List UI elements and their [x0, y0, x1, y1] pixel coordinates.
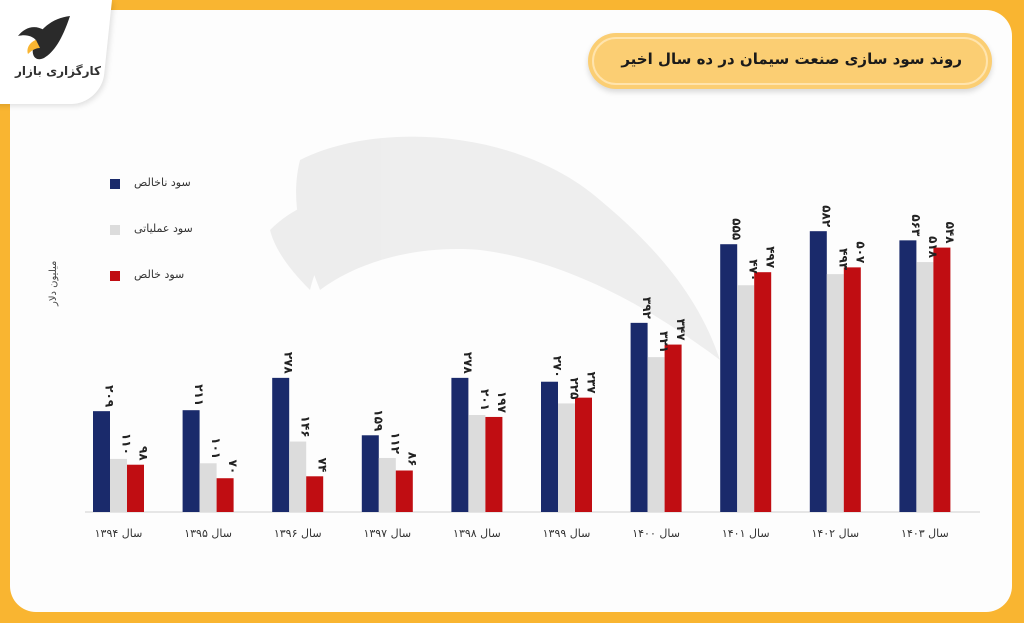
chart-title: روند سود سازی صنعت سیمان در ده سال اخیر — [621, 50, 962, 68]
value-label-operating-1: ۱۱۰ — [120, 433, 134, 455]
logo-text: کارگزاری بازار — [15, 64, 101, 78]
bar-net-1 — [127, 464, 144, 512]
value-label-operating-4: ۱۱۲ — [388, 432, 402, 455]
legend-item-net: سود خالص — [110, 268, 230, 284]
value-label-net-9: ۵۰۷ — [853, 241, 867, 264]
value-label-operating-5: ۲۰۱ — [478, 389, 492, 411]
bar-operating-7 — [647, 357, 665, 512]
value-label-gross-5: ۲۷۸ — [461, 352, 475, 375]
x-tick-label-7: سال ۱۴۰۰ — [632, 527, 680, 540]
value-label-gross-7: ۳۹۲ — [640, 297, 654, 320]
bar-gross-9 — [809, 231, 827, 512]
value-label-operating-8: ۴۷۰ — [747, 259, 761, 281]
x-tick-label-1: سال ۱۳۹۴ — [95, 527, 143, 540]
bar-operating-9 — [826, 274, 844, 512]
value-label-net-10: ۵۴۸ — [943, 222, 957, 245]
bar-operating-8 — [737, 285, 755, 512]
bar-net-4 — [395, 470, 413, 512]
bar-operating-5 — [468, 415, 486, 512]
value-label-gross-4: ۱۵۹ — [371, 409, 385, 432]
bar-net-8 — [754, 272, 772, 512]
bar-gross-2 — [182, 410, 200, 512]
value-label-net-4: ۸۶ — [405, 452, 419, 467]
bar-net-10 — [933, 247, 951, 512]
value-label-gross-8: ۵۵۵ — [730, 218, 744, 240]
value-label-gross-1: ۲۰۹ — [103, 385, 117, 408]
legend-swatch-net — [110, 271, 120, 281]
legend-swatch-operating — [110, 225, 120, 235]
bar-gross-6 — [541, 381, 558, 512]
value-label-operating-6: ۲۲۵ — [568, 377, 582, 399]
legend-item-operating: سود عملیاتی — [110, 222, 230, 238]
x-tick-label-10: سال ۱۴۰۳ — [901, 527, 949, 540]
bar-gross-10 — [899, 240, 917, 513]
value-label-net-5: ۱۹۷ — [495, 391, 509, 414]
bar-operating-4 — [378, 457, 396, 512]
bar-operating-3 — [289, 441, 307, 512]
bar-net-2 — [216, 478, 234, 512]
bar-gross-8 — [720, 244, 738, 512]
logo: کارگزاری بازار — [0, 0, 112, 104]
x-tick-label-8: سال ۱۴۰۱ — [722, 527, 770, 540]
legend-swatch-gross — [110, 179, 120, 189]
legend-label-net: سود خالص — [134, 268, 185, 281]
bar-gross-4 — [361, 435, 379, 512]
legend-label-operating: سود عملیاتی — [134, 222, 193, 235]
bar-net-6 — [575, 397, 592, 512]
value-label-gross-2: ۲۱۱ — [192, 384, 206, 406]
value-label-gross-6: ۲۷۰ — [551, 356, 565, 378]
value-label-net-8: ۴۹۷ — [764, 246, 778, 269]
bar-operating-10 — [916, 262, 934, 512]
value-label-operating-2: ۱۰۱ — [209, 437, 223, 459]
bar-operating-2 — [199, 463, 217, 512]
bar-net-5 — [485, 416, 503, 512]
bar-gross-7 — [630, 322, 648, 512]
value-label-gross-10: ۵۶۳ — [909, 214, 923, 237]
bar-gross-1 — [93, 411, 110, 512]
x-tick-label-5: سال ۱۳۹۸ — [453, 527, 501, 540]
bar-operating-6 — [558, 403, 575, 512]
bar-net-9 — [843, 267, 861, 512]
value-label-gross-9: ۵۸۲ — [819, 205, 833, 228]
watermark — [270, 136, 720, 360]
bar-net-7 — [664, 344, 682, 512]
x-tick-label-6: سال ۱۳۹۹ — [543, 527, 591, 540]
value-label-net-3: ۷۴ — [316, 458, 330, 473]
x-tick-label-2: سال ۱۳۹۵ — [184, 527, 232, 540]
value-label-operating-10: ۵۱۸ — [926, 236, 940, 259]
value-label-net-1: ۹۸ — [137, 446, 151, 461]
bar-gross-3 — [272, 377, 290, 512]
value-label-net-7: ۳۴۷ — [674, 319, 688, 342]
x-tick-label-4: سال ۱۳۹۷ — [363, 527, 411, 540]
legend-label-gross: سود ناخالص — [134, 176, 191, 189]
eagle-logo-icon — [18, 16, 70, 60]
legend-item-gross: سود ناخالص — [110, 176, 230, 192]
x-tick-label-3: سال ۱۳۹۶ — [274, 527, 322, 540]
value-label-gross-3: ۲۷۸ — [282, 352, 296, 375]
value-label-net-6: ۲۳۷ — [585, 372, 599, 395]
bar-net-3 — [306, 476, 324, 512]
title-banner: روند سود سازی صنعت سیمان در ده سال اخیر — [588, 33, 992, 89]
bar-gross-5 — [451, 377, 469, 512]
value-label-net-2: ۷۰ — [226, 460, 240, 475]
x-tick-label-9: سال ۱۴۰۲ — [811, 527, 859, 540]
value-label-operating-9: ۴۹۳ — [836, 248, 850, 271]
bar-operating-1 — [110, 458, 127, 512]
value-label-operating-7: ۳۲۱ — [657, 331, 671, 353]
value-label-operating-3: ۱۴۶ — [299, 416, 313, 438]
